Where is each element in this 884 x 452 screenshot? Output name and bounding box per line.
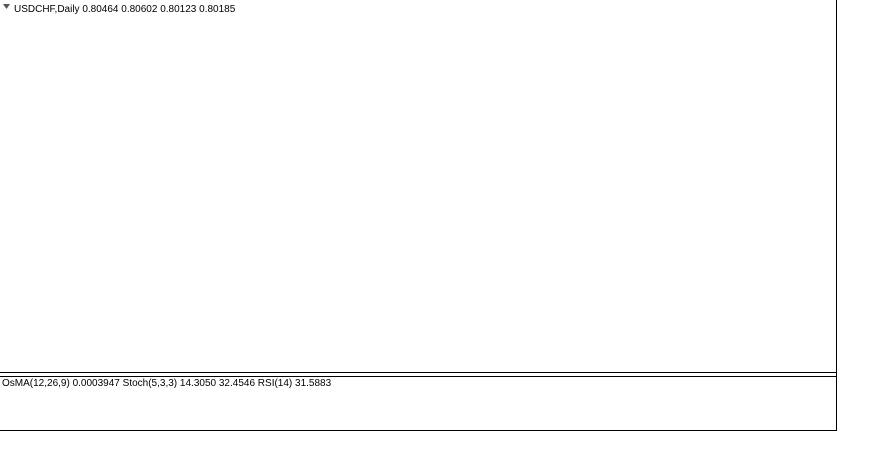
menu-arrow[interactable] (3, 4, 10, 9)
rsi-value: 31.5883 (295, 378, 332, 389)
osma-value: 0.0003947 (73, 378, 121, 389)
stoch-name: Stoch(5,3,3) (123, 378, 177, 389)
symbol: USDCHF,Daily (14, 4, 80, 15)
low: 0.80123 (160, 4, 197, 15)
chart-header: USDCHF,Daily 0.80464 0.80602 0.80123 0.8… (14, 4, 236, 15)
close: 0.80185 (199, 4, 236, 15)
osc-header: OsMA(12,26,9) 0.0003947 Stoch(5,3,3) 14.… (2, 378, 332, 389)
high: 0.80602 (121, 4, 158, 15)
open: 0.80464 (82, 4, 119, 15)
stoch-main: 14.3050 (180, 378, 217, 389)
osma-name: OsMA(12,26,9) (2, 378, 70, 389)
stoch-signal: 32.4546 (219, 378, 256, 389)
rsi-name: RSI(14) (258, 378, 292, 389)
